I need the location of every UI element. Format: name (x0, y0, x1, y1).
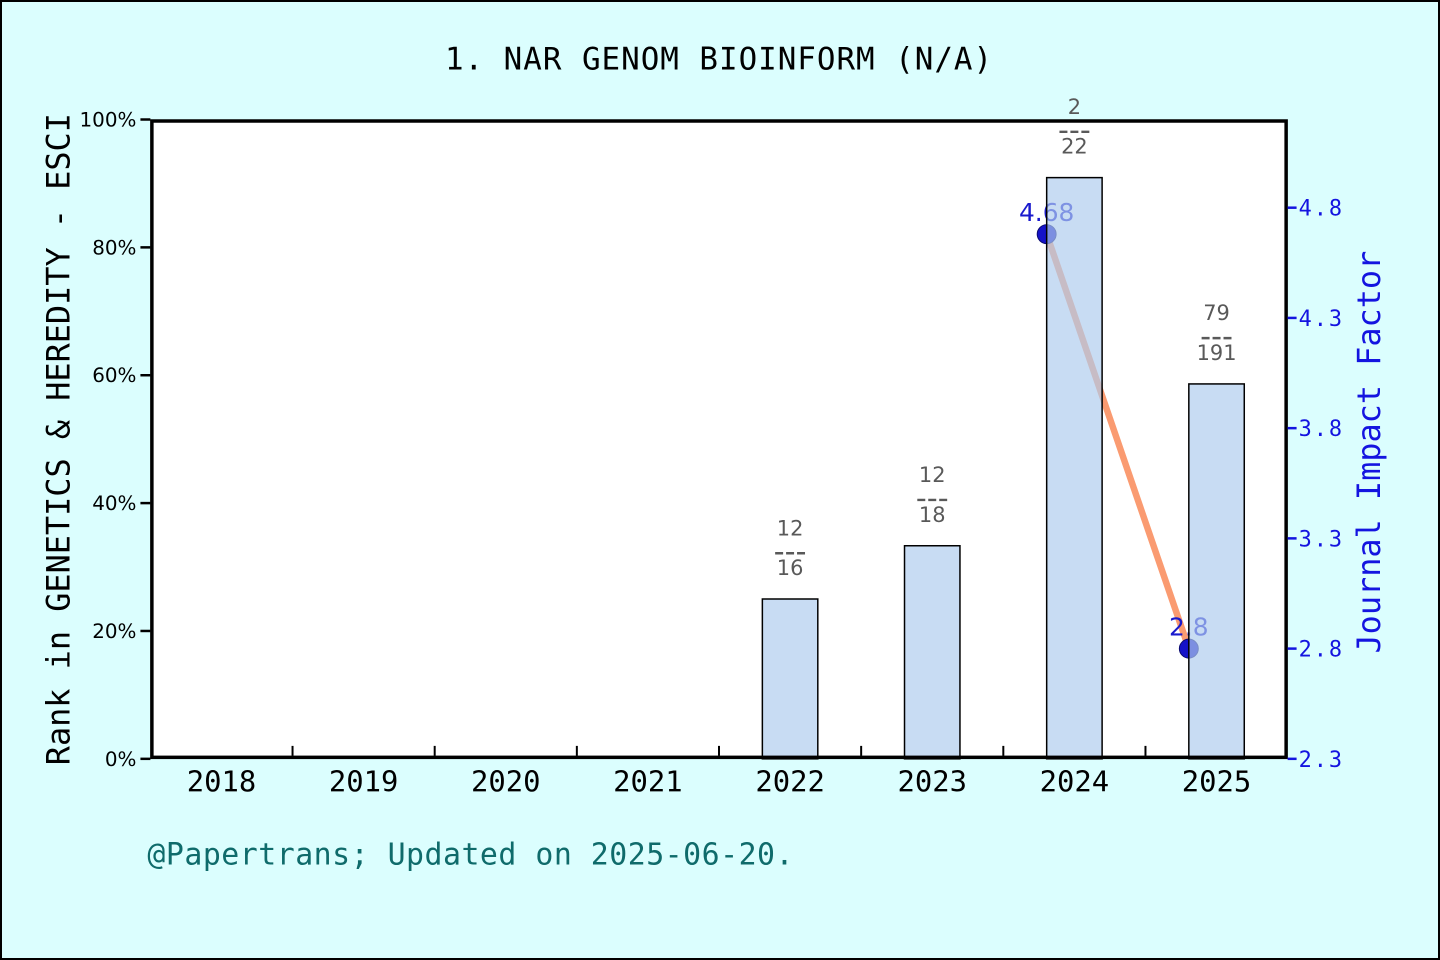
x-tick-label-2018: 2018 (187, 765, 256, 799)
right-tick-label: 2.8 (1299, 638, 1345, 663)
rank-fraction-denominator-2023: 18 (919, 503, 946, 527)
plot-area: 4.682.8121612182227919120182019202020212… (80, 95, 1345, 799)
rank-fraction-numerator-2024: 2 (1068, 95, 1081, 119)
right-tick-label: 3.3 (1299, 527, 1345, 552)
x-tick-label-2022: 2022 (755, 765, 825, 799)
left-tick-label: 40% (92, 492, 136, 515)
plot-frame (150, 119, 1288, 760)
rank-bar-2023 (903, 544, 961, 760)
right-tick-label: 4.3 (1299, 307, 1345, 332)
left-tick-label: 60% (92, 364, 136, 387)
x-tick-label-2025: 2025 (1182, 765, 1252, 799)
left-tick-label: 100% (80, 108, 137, 131)
right-tick-label: 2.3 (1299, 748, 1345, 773)
left-axis-label: Rank in GENETICS & HEREDITY - ESCI (40, 113, 78, 765)
x-tick-label-2019: 2019 (329, 765, 399, 799)
left-tick-label: 80% (92, 236, 136, 259)
rank-fraction-numerator-2025: 79 (1203, 301, 1230, 325)
rank-fraction-denominator-2025: 191 (1197, 341, 1237, 365)
rank-fraction-numerator-2023: 12 (919, 463, 946, 487)
watermark-footer: @Papertrans; Updated on 2025-06-20. (147, 837, 794, 872)
chart-title: 1. NAR GENOM BIOINFORM (N/A) (445, 42, 993, 78)
rank-bar-2022 (761, 598, 819, 760)
left-tick-label: 0% (105, 748, 137, 771)
rank-fraction-denominator-2022: 16 (777, 556, 804, 580)
right-tick-label: 3.8 (1299, 417, 1345, 442)
right-tick-label: 4.8 (1299, 197, 1345, 222)
left-tick-label: 20% (92, 620, 136, 643)
rank-bar-2024 (1045, 176, 1103, 760)
x-tick-label-2021: 2021 (613, 765, 683, 799)
x-tick-label-2020: 2020 (471, 765, 541, 799)
right-axis-label: Journal Impact Factor (1350, 251, 1388, 654)
rank-fraction-numerator-2022: 12 (777, 516, 804, 540)
rank-fraction-denominator-2024: 22 (1061, 135, 1088, 159)
x-tick-label-2023: 2023 (897, 765, 966, 799)
rank-bar-2025 (1188, 383, 1246, 760)
x-tick-label-2024: 2024 (1040, 765, 1110, 799)
